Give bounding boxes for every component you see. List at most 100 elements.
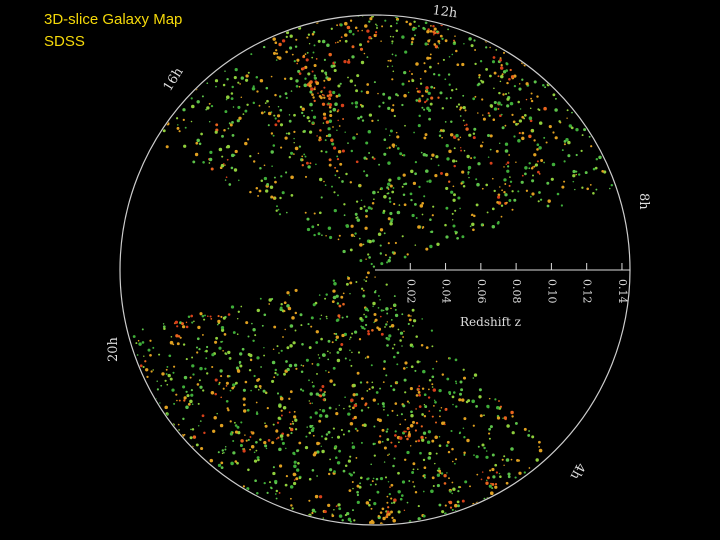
galaxy-dot xyxy=(435,360,438,363)
galaxy-dot xyxy=(266,99,269,103)
galaxy-dot xyxy=(280,175,283,178)
galaxy-dot xyxy=(532,174,534,177)
galaxy-dot xyxy=(431,214,434,217)
galaxy-dot xyxy=(264,102,267,104)
galaxy-dot xyxy=(433,27,437,31)
galaxy-dot xyxy=(560,204,564,207)
galaxy-dot xyxy=(364,307,369,312)
galaxy-dot xyxy=(508,184,511,187)
galaxy-dot xyxy=(338,514,343,518)
galaxy-dot xyxy=(321,39,326,44)
galaxy-dot xyxy=(550,177,554,181)
galaxy-dot xyxy=(408,70,411,73)
galaxy-dot xyxy=(246,408,250,412)
galaxy-dot xyxy=(199,366,203,371)
galaxy-dot xyxy=(434,400,437,404)
galaxy-dot xyxy=(406,366,408,369)
galaxy-dot xyxy=(517,139,521,143)
galaxy-dot xyxy=(463,453,466,456)
galaxy-dot xyxy=(379,477,384,481)
galaxy-dot xyxy=(393,457,396,460)
galaxy-dot xyxy=(486,211,489,214)
galaxy-dot xyxy=(428,56,432,60)
galaxy-dot xyxy=(234,460,238,463)
galaxy-dot xyxy=(145,368,149,372)
galaxy-dot xyxy=(455,49,458,53)
galaxy-dot xyxy=(415,408,417,410)
galaxy-dot xyxy=(318,419,322,423)
galaxy-dot xyxy=(328,97,332,101)
galaxy-dot xyxy=(517,122,520,125)
galaxy-dot xyxy=(278,42,282,47)
galaxy-dot xyxy=(431,439,435,443)
galaxy-dot xyxy=(352,487,354,490)
galaxy-dot xyxy=(543,106,547,111)
galaxy-dot xyxy=(215,85,217,88)
galaxy-dot xyxy=(575,153,578,157)
galaxy-dot xyxy=(276,373,279,376)
galaxy-dot xyxy=(162,129,166,133)
galaxy-dot xyxy=(169,377,173,381)
galaxy-dot xyxy=(135,342,138,345)
galaxy-dot xyxy=(182,325,186,329)
galaxy-dot xyxy=(196,138,200,143)
galaxy-dot xyxy=(373,442,376,445)
galaxy-dot xyxy=(530,97,533,100)
galaxy-dot xyxy=(373,454,376,457)
galaxy-dot xyxy=(415,440,418,443)
galaxy-dot xyxy=(274,368,278,372)
galaxy-dot xyxy=(283,310,286,313)
galaxy-dot xyxy=(438,503,442,507)
galaxy-dot xyxy=(351,55,355,59)
galaxy-dot xyxy=(418,385,421,388)
galaxy-dot xyxy=(506,424,510,428)
galaxy-dot xyxy=(245,78,249,82)
galaxy-dot xyxy=(258,104,261,107)
galaxy-dot xyxy=(362,397,365,400)
galaxy-dot xyxy=(521,131,525,135)
galaxy-dot xyxy=(285,96,288,100)
galaxy-dot xyxy=(321,102,326,106)
galaxy-dot xyxy=(393,501,396,504)
galaxy-dot xyxy=(274,123,278,127)
galaxy-dot xyxy=(360,90,363,93)
galaxy-dot xyxy=(239,83,241,85)
galaxy-dot xyxy=(311,363,314,365)
galaxy-dot xyxy=(352,383,356,388)
galaxy-dot xyxy=(503,416,508,420)
galaxy-dot xyxy=(408,431,411,433)
galaxy-dot xyxy=(338,125,341,127)
galaxy-dot xyxy=(191,364,195,368)
galaxy-dot xyxy=(489,425,493,429)
galaxy-dot xyxy=(489,104,493,108)
galaxy-dot xyxy=(444,121,447,123)
galaxy-dot xyxy=(575,128,579,132)
galaxy-dot xyxy=(440,472,444,475)
galaxy-dot xyxy=(380,309,384,312)
galaxy-dot xyxy=(512,120,516,124)
galaxy-dot xyxy=(317,223,320,226)
galaxy-dot xyxy=(365,501,370,505)
galaxy-dot xyxy=(421,387,425,390)
galaxy-dot xyxy=(293,410,296,413)
galaxy-dot xyxy=(289,324,294,328)
galaxy-dot xyxy=(491,453,495,457)
galaxy-dot xyxy=(251,86,256,91)
galaxy-dot xyxy=(268,303,271,305)
galaxy-dot xyxy=(461,62,465,67)
galaxy-dot xyxy=(457,196,461,200)
galaxy-dot xyxy=(371,119,374,123)
galaxy-dot xyxy=(270,132,274,135)
galaxy-dot xyxy=(335,338,338,342)
galaxy-dot xyxy=(359,482,362,485)
galaxy-dot xyxy=(289,485,294,489)
galaxy-dot xyxy=(263,164,266,167)
galaxy-dot xyxy=(445,186,449,190)
galaxy-dot xyxy=(225,385,228,387)
galaxy-dot xyxy=(356,371,360,375)
galaxy-dot xyxy=(373,290,377,294)
galaxy-dot xyxy=(464,480,468,484)
galaxy-dot xyxy=(387,192,390,195)
galaxy-dot xyxy=(451,492,454,495)
galaxy-dot xyxy=(279,196,282,200)
